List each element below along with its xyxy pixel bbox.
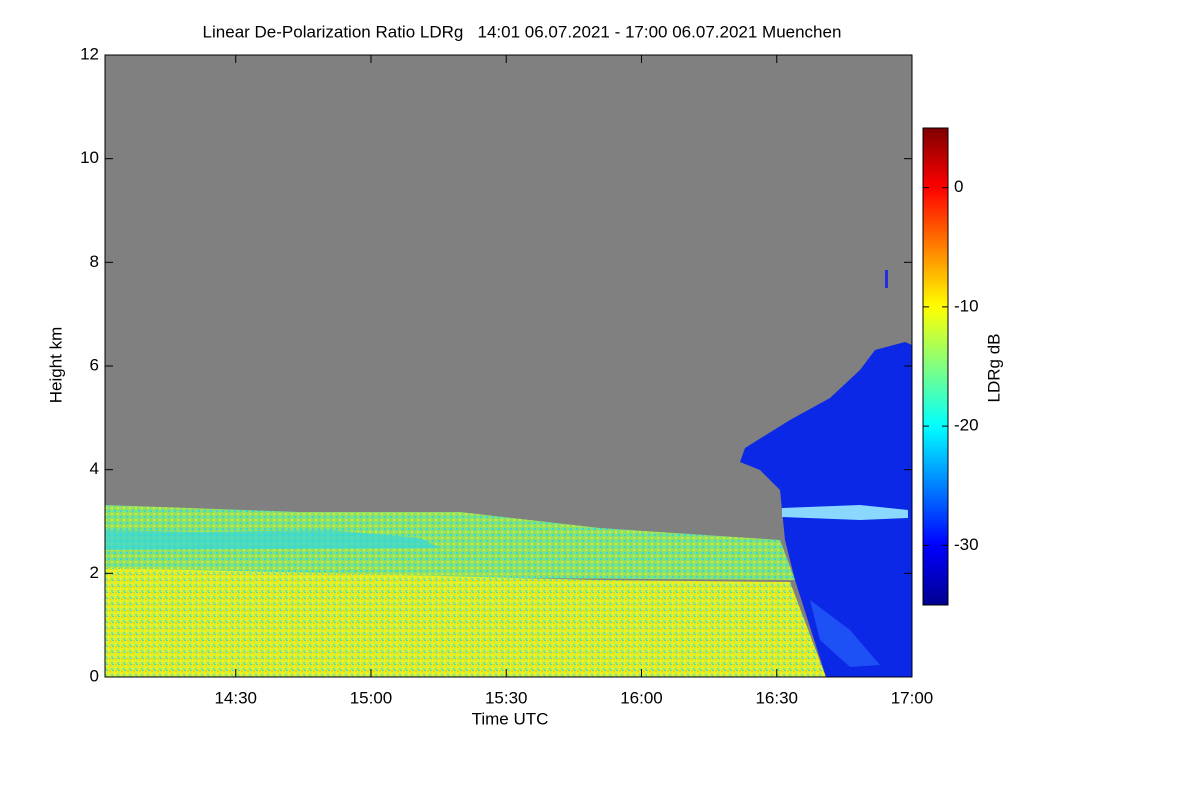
cloud-detail bbox=[810, 600, 880, 667]
aerosol-layer-lower bbox=[105, 568, 826, 677]
colorbar-tick-label: -30 bbox=[954, 535, 979, 554]
y-axis-label: Height km bbox=[46, 327, 65, 404]
colorbar-tick-label: 0 bbox=[954, 177, 963, 196]
y-tick-label: 6 bbox=[90, 355, 99, 374]
y-tick-label: 4 bbox=[90, 459, 99, 478]
colorbar-tick-label: -10 bbox=[954, 296, 979, 315]
colorbar-label: LDRg dB bbox=[984, 334, 1003, 403]
x-tick-label: 16:00 bbox=[620, 688, 663, 707]
y-tick-label: 2 bbox=[90, 563, 99, 582]
chart-title: Linear De-Polarization Ratio LDRg 14:01 … bbox=[203, 22, 842, 41]
x-tick-label: 14:30 bbox=[214, 688, 257, 707]
colorbar bbox=[922, 127, 949, 606]
cyan-band bbox=[105, 530, 440, 550]
x-tick-label: 17:00 bbox=[891, 688, 934, 707]
cloud-fragment bbox=[885, 270, 888, 288]
x-axis-label: Time UTC bbox=[472, 709, 549, 728]
y-tick-label: 8 bbox=[90, 252, 99, 271]
y-tick-label: 10 bbox=[80, 148, 99, 167]
colorbar-tick-label: -20 bbox=[954, 416, 979, 435]
aerosol-layer-upper bbox=[105, 505, 795, 580]
y-tick-label: 12 bbox=[80, 44, 99, 63]
x-tick-label: 15:30 bbox=[485, 688, 528, 707]
x-tick-label: 16:30 bbox=[755, 688, 798, 707]
y-tick-label: 0 bbox=[90, 666, 99, 685]
cloud-band bbox=[782, 505, 908, 520]
plot-area bbox=[105, 55, 912, 677]
x-tick-label: 15:00 bbox=[350, 688, 393, 707]
